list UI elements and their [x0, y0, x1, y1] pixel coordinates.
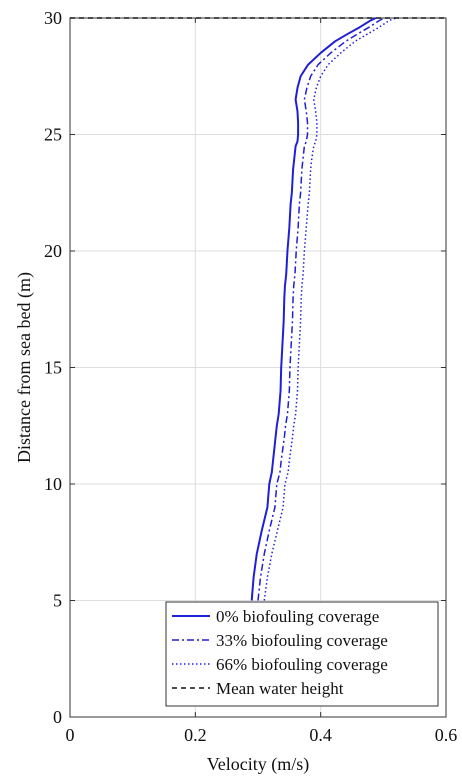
y-tick-label: 30 — [44, 8, 62, 28]
legend-label-3: Mean water height — [216, 679, 344, 698]
legend-items: 0% biofouling coverage 33% biofouling cov… — [172, 607, 388, 698]
x-tick-label: 0 — [66, 725, 75, 745]
x-axis-label: Velocity (m/s) — [207, 754, 309, 775]
y-tick-label: 15 — [44, 358, 62, 378]
x-tick-labels: 0 0.2 0.4 0.6 — [66, 725, 458, 745]
legend-label-2: 66% biofouling coverage — [216, 655, 388, 674]
y-tick-label: 0 — [53, 707, 62, 727]
y-tick-labels: 0 5 10 15 20 25 30 — [44, 8, 62, 727]
legend-box — [165, 601, 439, 707]
legend-label-1: 33% biofouling coverage — [216, 631, 388, 650]
x-tick-label: 0.6 — [435, 725, 458, 745]
series-line-2 — [263, 17, 397, 601]
data-series — [70, 17, 446, 601]
series-line-1 — [257, 17, 385, 601]
y-tick-label: 5 — [53, 591, 62, 611]
y-tick-label: 20 — [44, 241, 62, 261]
y-tick-label: 25 — [44, 125, 62, 145]
series-line-0 — [250, 17, 377, 601]
legend-label-0: 0% biofouling coverage — [216, 607, 379, 626]
y-axis-label: Distance from sea bed (m) — [14, 272, 35, 463]
y-tick-label: 10 — [44, 474, 62, 494]
legend: 0% biofouling coverage 33% biofouling cov… — [165, 601, 439, 707]
x-tick-label: 0.4 — [309, 725, 332, 745]
axis-ticks — [69, 17, 447, 718]
x-tick-label: 0.2 — [184, 725, 207, 745]
